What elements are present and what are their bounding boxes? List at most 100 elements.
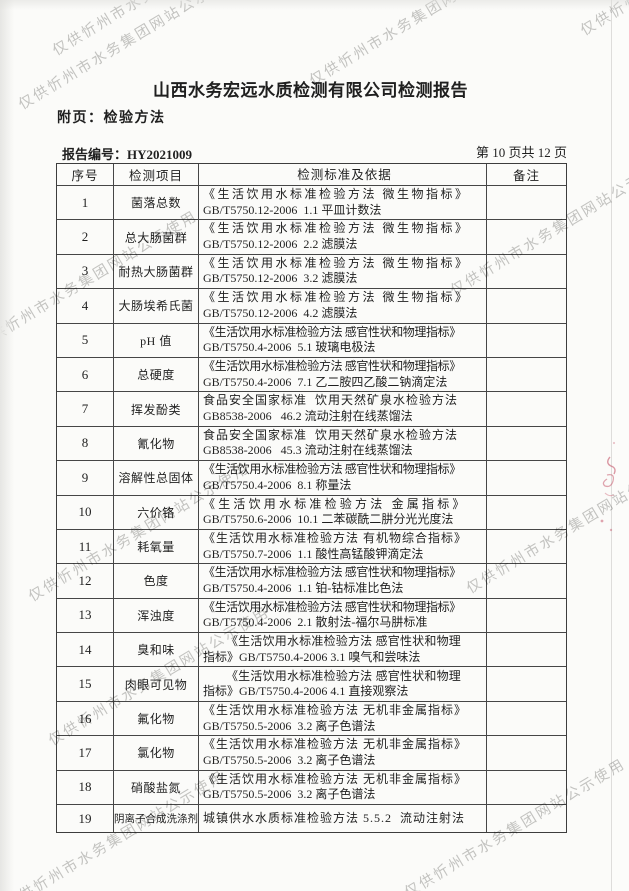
standard-line2: GB/T5750.4-2006 1.1 铂-钴标准比色法 bbox=[203, 580, 404, 595]
standard-line2: GB/T5750.4-2006 8.1 称量法 bbox=[203, 477, 352, 492]
standard-cell: 《生活饮用水标准检验方法 感官性状和物理指标》 GB/T5750.4-2006 … bbox=[198, 461, 486, 495]
standard-line2: GB8538-2006 46.2 流动注射在线蒸馏法 bbox=[203, 409, 413, 424]
table-row: 2 总大肠菌群 《生活饮用水标准检验方法 微生物指标》 GB/T5750.12-… bbox=[57, 219, 566, 254]
standard-cell: 《生活饮用水标准检验方法 微生物指标》 GB/T5750.12-2006 1.1… bbox=[198, 186, 486, 220]
remark-cell bbox=[486, 495, 566, 529]
standard-line2: 指标》GB/T5750.4-2006 4.1 直接观察法 bbox=[203, 684, 409, 699]
paper-edge-line bbox=[611, 0, 612, 891]
table-header-row: 序号 检测项目 检测标准及依据 备注 bbox=[57, 164, 566, 185]
row-number: 14 bbox=[78, 641, 92, 657]
row-number: 10 bbox=[78, 504, 92, 520]
row-number: 16 bbox=[78, 710, 92, 726]
remark-cell bbox=[486, 770, 566, 805]
remark-cell bbox=[486, 461, 566, 495]
remark-cell bbox=[486, 254, 566, 289]
standard-line1: 食品安全国家标准 饮用天然矿泉水检验方法 bbox=[203, 427, 459, 442]
test-item: 氯化物 bbox=[113, 736, 198, 770]
header-no: 序号 bbox=[71, 169, 99, 183]
row-number: 17 bbox=[78, 744, 92, 760]
test-item: 浑浊度 bbox=[113, 598, 198, 633]
standard-line1: 《生活饮用水标准检验方法 有机物综合指标》 bbox=[203, 531, 468, 545]
table-row: 14 臭和味 《生活饮用水标准检验方法 感官性状和物理 指标》GB/T5750.… bbox=[57, 632, 566, 667]
standard-cell: 《生活饮用水标准检验方法 感官性状和物理指标》 GB/T5750.4-2006 … bbox=[198, 598, 486, 633]
test-item: 菌落总数 bbox=[113, 186, 198, 220]
test-item: 大肠埃希氏菌 bbox=[113, 289, 198, 323]
row-number: 13 bbox=[78, 607, 92, 623]
row-number: 7 bbox=[81, 401, 89, 417]
watermark-text: 仅供忻州市水务集团网站公示使用 bbox=[48, 0, 277, 60]
remark-cell bbox=[486, 186, 566, 220]
remark-cell bbox=[486, 805, 566, 833]
standard-line1: 食品安全国家标准 饮用天然矿泉水检验方法 bbox=[203, 393, 459, 408]
table-row: 11 耗氧量 《生活饮用水标准检验方法 有机物综合指标》 GB/T5750.7-… bbox=[57, 528, 566, 564]
remark-cell bbox=[486, 736, 566, 770]
standard-line2: GB/T5750.12-2006 3.2 滤膜法 bbox=[203, 271, 358, 286]
standard-line1: 《生活饮用水标准检验方法 金属指标》 bbox=[203, 496, 468, 511]
table-row: 18 硝酸盐氮 《生活饮用水标准检验方法 无机非金属指标》 GB/T5750.5… bbox=[57, 769, 566, 805]
standard-cell: 《生活饮用水标准检验方法 感官性状和物理 指标》GB/T5750.4-2006 … bbox=[198, 667, 486, 701]
test-item: 耐热大肠菌群 bbox=[113, 254, 198, 289]
standard-cell: 《生活饮用水标准检验方法 微生物指标》 GB/T5750.12-2006 3.2… bbox=[198, 254, 486, 289]
table-row: 6 总硬度 《生活饮用水标准检验方法 感官性状和物理指标》 GB/T5750.4… bbox=[57, 356, 566, 392]
remark-cell bbox=[486, 598, 566, 633]
test-item: 六价铬 bbox=[113, 495, 198, 529]
row-number: 11 bbox=[78, 538, 92, 554]
test-item: 阴离子合成洗涤剂 bbox=[113, 805, 198, 833]
test-item: 氟化物 bbox=[113, 701, 198, 736]
remark-cell bbox=[486, 392, 566, 426]
test-item: 总硬度 bbox=[113, 357, 198, 392]
table-row: 4 大肠埃希氏菌 《生活饮用水标准检验方法 微生物指标》 GB/T5750.12… bbox=[57, 288, 566, 323]
test-item: 溶解性总固体 bbox=[113, 461, 198, 495]
standard-cell: 城镇供水水质标准检验方法 5.5.2 流动注射法 bbox=[198, 805, 486, 833]
standard-cell: 《生活饮用水标准检验方法 有机物综合指标》 GB/T5750.7-2006 1.… bbox=[198, 529, 486, 564]
standard-line2: GB8538-2006 45.3 流动注射在线蒸馏法 bbox=[203, 443, 413, 458]
standard-line1: 《生活饮用水标准检验方法 感官性状和物理 bbox=[225, 634, 461, 649]
standard-line1: 《生活饮用水标准检验方法 微生物指标》 bbox=[203, 221, 470, 236]
remark-cell bbox=[486, 701, 566, 736]
scan-top-shadow bbox=[0, 0, 629, 10]
standard-line2: GB/T5750.7-2006 1.1 酸性高锰酸钾滴定法 bbox=[203, 546, 424, 561]
report-title: 山西水务宏远水质检测有限公司检测报告 bbox=[153, 81, 468, 100]
standard-cell: 食品安全国家标准 饮用天然矿泉水检验方法 GB8538-2006 46.2 流动… bbox=[198, 392, 486, 426]
standard-cell: 《生活饮用水标准检验方法 无机非金属指标》 GB/T5750.5-2006 3.… bbox=[198, 701, 486, 736]
standard-line2: GB/T5750.6-2006 10.1 二苯碳酰二肼分光光度法 bbox=[203, 512, 454, 527]
standard-line2: GB/T5750.5-2006 3.2 离子色谱法 bbox=[203, 787, 376, 802]
scan-left-shadow bbox=[0, 0, 14, 891]
standard-line1: 《生活饮用水标准检验方法 感官性状和物理指标》 bbox=[203, 565, 461, 580]
standard-line1: 《生活饮用水标准检验方法 感官性状和物理 bbox=[225, 668, 461, 683]
remark-cell bbox=[486, 323, 566, 357]
scan-right-strip bbox=[612, 0, 629, 891]
standard-cell: 《生活饮用水标准检验方法 微生物指标》 GB/T5750.12-2006 4.2… bbox=[198, 289, 486, 323]
standard-line2: GB/T5750.12-2006 1.1 平皿计数法 bbox=[203, 202, 382, 217]
remark-cell bbox=[486, 529, 566, 564]
remark-cell bbox=[486, 357, 566, 392]
row-number: 4 bbox=[81, 297, 89, 313]
standard-cell: 《生活饮用水标准检验方法 感官性状和物理指标》 GB/T5750.4-2006 … bbox=[198, 357, 486, 392]
remark-cell bbox=[486, 220, 566, 254]
standard-cell: 《生活饮用水标准检验方法 感官性状和物理指标》 GB/T5750.4-2006 … bbox=[198, 323, 486, 357]
table-row: 8 氰化物 食品安全国家标准 饮用天然矿泉水检验方法 GB8538-2006 4… bbox=[57, 425, 566, 461]
report-number: 报告编号：HY2021009 bbox=[62, 147, 193, 162]
header-remark: 备注 bbox=[486, 164, 566, 185]
test-item: pH 值 bbox=[113, 323, 198, 357]
row-number: 5 bbox=[81, 332, 89, 348]
standard-line1: 《生活饮用水标准检验方法 无机非金属指标》 bbox=[203, 737, 468, 752]
remark-cell bbox=[486, 426, 566, 461]
row-number: 1 bbox=[81, 194, 89, 210]
standard-line2: 指标》GB/T5750.4-2006 3.1 嗅气和尝味法 bbox=[203, 649, 421, 664]
table-row: 12 色度 《生活饮用水标准检验方法 感官性状和物理指标》 GB/T5750.4… bbox=[57, 563, 566, 598]
test-item: 臭和味 bbox=[113, 633, 198, 667]
row-number: 12 bbox=[78, 572, 92, 588]
standard-cell: 《生活饮用水标准检验方法 微生物指标》 GB/T5750.12-2006 2.2… bbox=[198, 220, 486, 254]
standard-line2: GB/T5750.4-2006 5.1 玻璃电极法 bbox=[203, 340, 376, 355]
table-row: 7 挥发酚类 食品安全国家标准 饮用天然矿泉水检验方法 GB8538-2006 … bbox=[57, 391, 566, 426]
standard-line2: GB/T5750.5-2006 3.2 离子色谱法 bbox=[203, 752, 376, 767]
remark-cell bbox=[486, 667, 566, 701]
table-row: 5 pH 值 《生活饮用水标准检验方法 感官性状和物理指标》 GB/T5750.… bbox=[57, 322, 566, 357]
standard-cell: 《生活饮用水标准检验方法 无机非金属指标》 GB/T5750.5-2006 3.… bbox=[198, 770, 486, 805]
remark-cell bbox=[486, 633, 566, 667]
standard-line1: 《生活饮用水标准检验方法 无机非金属指标》 bbox=[203, 702, 468, 717]
standard-line2: GB/T5750.12-2006 2.2 滤膜法 bbox=[203, 237, 358, 252]
row-number: 3 bbox=[81, 263, 89, 279]
